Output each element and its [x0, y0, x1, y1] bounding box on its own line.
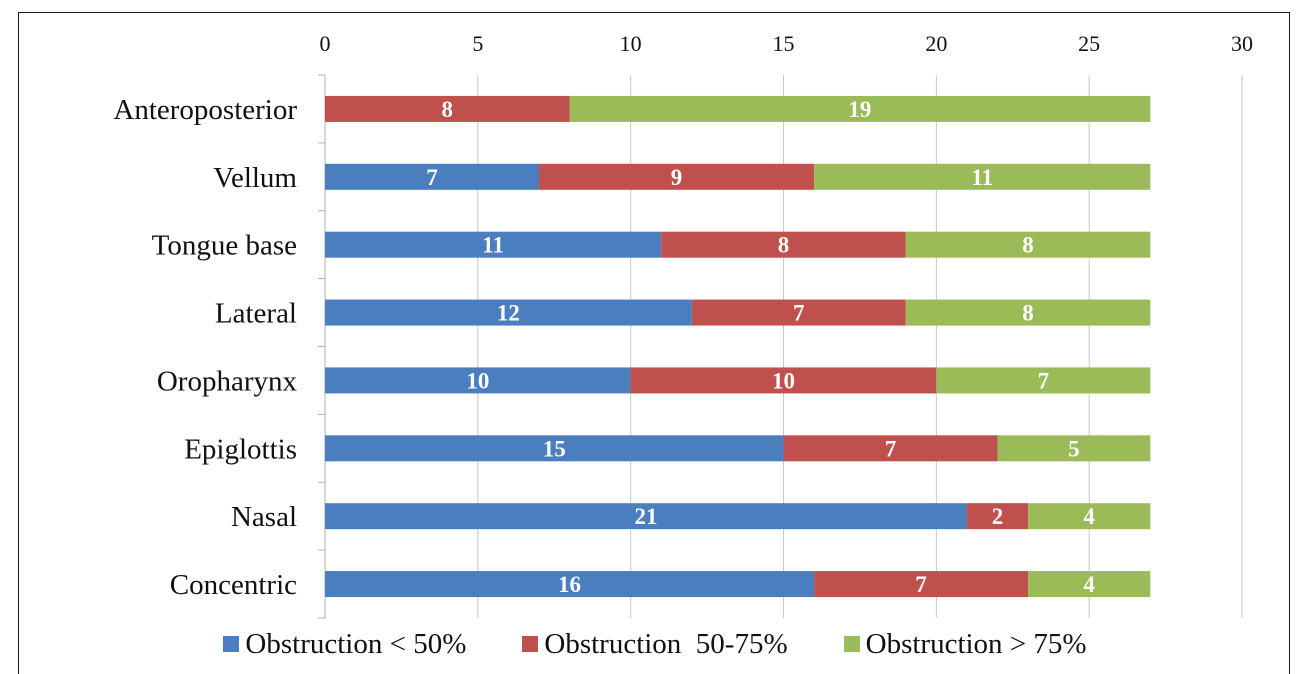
- y-axis-categories: Anteroposterior Vellum Tongue base Lateral O…: [113, 94, 297, 601]
- category-label: Anteroposterior: [113, 94, 297, 126]
- legend-item: Obstruction < 50%: [223, 628, 466, 661]
- category-label: Oropharynx: [157, 365, 298, 397]
- data-label: 11: [482, 233, 504, 258]
- bar-segment: [661, 231, 906, 258]
- data-label: 19: [848, 97, 871, 122]
- data-label: 7: [426, 165, 438, 190]
- bar-segment: [325, 299, 692, 326]
- legend-swatch: [223, 636, 240, 652]
- data-label: 4: [1083, 504, 1095, 529]
- bar-segment: [325, 503, 967, 530]
- x-tick-label-30: 30: [1231, 31, 1253, 56]
- bar-segment: [630, 367, 937, 394]
- legend-label: Obstruction > 75%: [865, 627, 1087, 660]
- category-label: Vellum: [213, 162, 297, 194]
- data-label: 11: [971, 165, 993, 190]
- bars: [325, 95, 1151, 598]
- bar-segment: [691, 299, 906, 326]
- x-axis-ticks: 0 5 10 15 20 25 30: [320, 31, 1254, 56]
- data-label: 7: [793, 301, 805, 326]
- bar-segment: [325, 231, 662, 258]
- data-label: 4: [1083, 572, 1095, 597]
- x-tick-label-0: 0: [320, 31, 331, 56]
- bar-segment: [569, 95, 1151, 122]
- bar-segment: [966, 503, 1029, 530]
- data-label: 8: [1022, 301, 1034, 326]
- legend-swatch: [843, 636, 860, 652]
- data-labels: 8 19 7 9 11 11 8 8 12 7 8 10 10 7 15 7 5 21 2 4 16 7 4: [426, 97, 1095, 597]
- bar-segment: [538, 163, 815, 190]
- x-tick-label-15: 15: [773, 31, 795, 56]
- gridlines: [318, 74, 1243, 619]
- bar-segment: [325, 367, 631, 394]
- category-label: Epiglottis: [184, 433, 297, 465]
- bar-segment: [783, 435, 998, 462]
- data-label: 8: [1022, 233, 1034, 258]
- data-label: 7: [915, 572, 927, 597]
- bar-segment: [1028, 571, 1151, 598]
- data-label: 10: [466, 368, 489, 393]
- bar-segment: [814, 163, 1151, 190]
- bar-segment: [814, 571, 1029, 598]
- data-label: 5: [1068, 436, 1080, 461]
- category-label: Lateral: [215, 298, 297, 330]
- data-label: 9: [671, 165, 683, 190]
- data-label: 8: [442, 97, 454, 122]
- category-label: Nasal: [231, 501, 297, 533]
- x-tick-label-20: 20: [925, 31, 947, 56]
- bar-segment: [325, 163, 539, 190]
- x-tick-label-5: 5: [472, 31, 483, 56]
- data-label: 2: [992, 504, 1004, 529]
- legend-swatch: [522, 636, 539, 652]
- legend-label: Obstruction 50-75%: [544, 627, 788, 660]
- bar-segment: [997, 435, 1151, 462]
- data-label: 12: [497, 301, 520, 326]
- bar-segment: [1028, 503, 1151, 530]
- x-tick-label-10: 10: [620, 31, 642, 56]
- bar-segment: [325, 95, 570, 122]
- legend: Obstruction < 50% Obstruction 50-75% Obstr…: [0, 626, 1310, 662]
- bar-segment: [325, 571, 815, 598]
- data-label: 15: [543, 436, 566, 461]
- data-label: 7: [1038, 368, 1050, 393]
- data-label: 7: [885, 436, 897, 461]
- data-label: 8: [778, 233, 790, 258]
- category-label: Tongue base: [152, 230, 297, 262]
- data-label: 16: [558, 572, 581, 597]
- legend-item: Obstruction > 75%: [843, 627, 1087, 661]
- category-label: Concentric: [170, 569, 297, 601]
- bar-segment: [905, 299, 1151, 326]
- bar-segment: [905, 231, 1151, 258]
- legend-label: Obstruction < 50%: [245, 627, 467, 660]
- x-tick-label-25: 25: [1078, 31, 1100, 56]
- legend-item: Obstruction 50-75%: [522, 627, 788, 661]
- chart-frame: [18, 12, 1290, 674]
- bar-segment: [936, 367, 1151, 394]
- bar-segment: [325, 435, 784, 462]
- data-label: 21: [634, 504, 657, 529]
- data-label: 10: [772, 368, 795, 393]
